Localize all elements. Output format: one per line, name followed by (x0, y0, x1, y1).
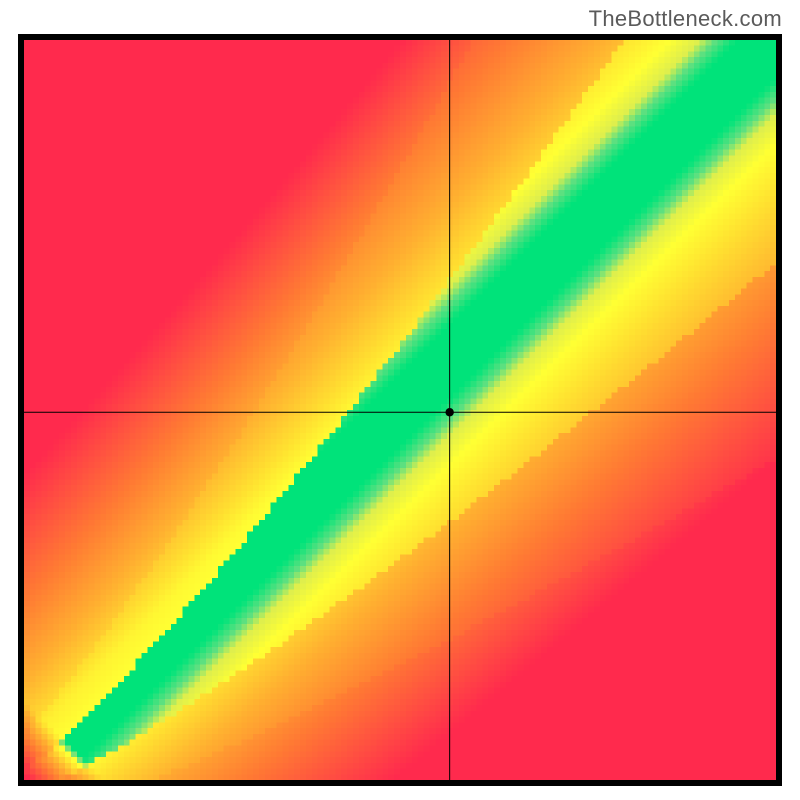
heatmap-plot (18, 34, 782, 786)
heatmap-canvas (18, 34, 782, 786)
watermark-text: TheBottleneck.com (589, 6, 782, 32)
